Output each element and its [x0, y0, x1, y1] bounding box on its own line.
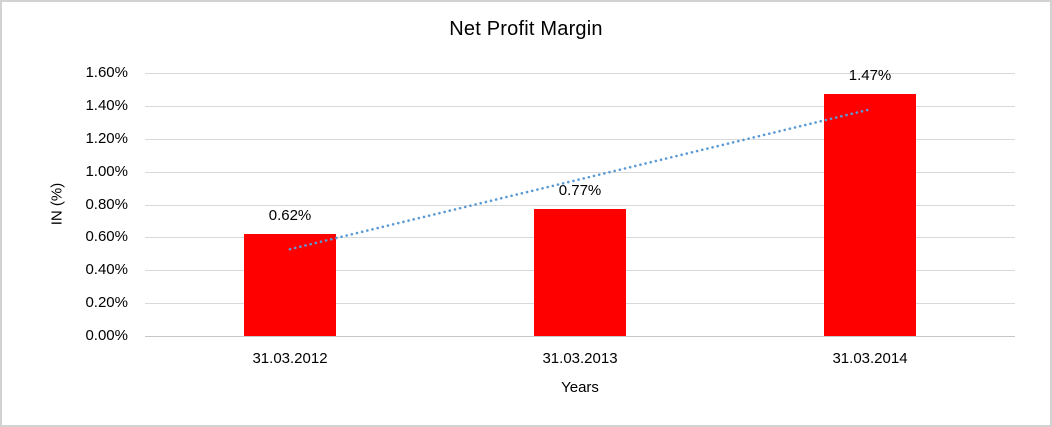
bar-31.03.2012[interactable]	[244, 234, 336, 336]
y-tick-label: 0.80%	[85, 196, 128, 213]
data-label: 0.77%	[558, 182, 602, 199]
chart-title: Net Profit Margin	[449, 18, 603, 40]
y-tick-label: 0.20%	[85, 294, 128, 311]
bar-31.03.2013[interactable]	[534, 209, 626, 336]
y-tick-label: 0.00%	[85, 327, 128, 344]
y-tick-label: 1.00%	[85, 163, 128, 180]
bar-31.03.2014[interactable]	[824, 94, 916, 336]
y-tick-label: 0.40%	[85, 261, 128, 278]
y-tick-label: 1.40%	[85, 97, 128, 114]
y-tick-label: 1.60%	[85, 64, 128, 81]
x-tick-label: 31.03.2014	[832, 350, 908, 367]
y-tick-label: 0.60%	[85, 228, 128, 245]
data-label: 0.62%	[268, 207, 312, 224]
x-axis-title: Years	[561, 379, 599, 396]
gridline	[145, 106, 1015, 107]
x-axis-line	[145, 336, 1015, 337]
gridline	[145, 73, 1015, 74]
y-tick-label: 1.20%	[85, 130, 128, 147]
x-tick-label: 31.03.2013	[542, 350, 618, 367]
data-label: 1.47%	[848, 67, 892, 84]
x-tick-label: 31.03.2012	[252, 350, 328, 367]
